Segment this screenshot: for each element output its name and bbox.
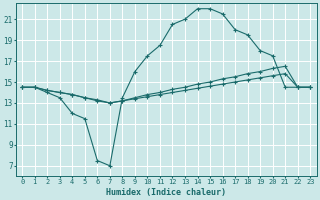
X-axis label: Humidex (Indice chaleur): Humidex (Indice chaleur) <box>106 188 226 197</box>
